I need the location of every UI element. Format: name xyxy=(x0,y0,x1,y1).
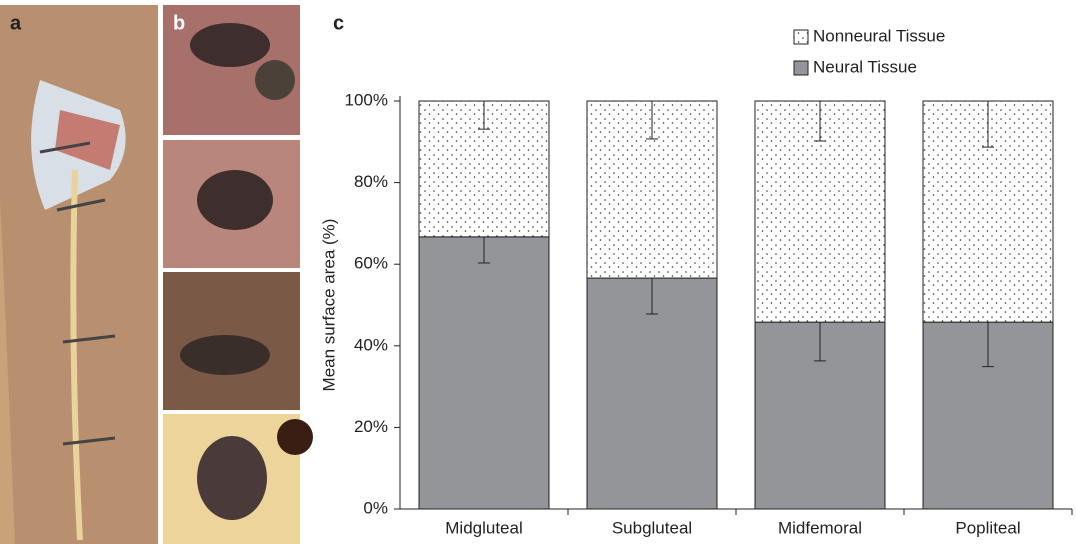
panel-b-image xyxy=(163,5,313,544)
panel-a-image xyxy=(0,5,158,544)
x-tick-label: Subgluteal xyxy=(612,518,692,537)
panel-label: a xyxy=(10,12,22,34)
panel-label: b xyxy=(173,12,185,34)
y-axis-label: Mean surface area (%) xyxy=(319,219,338,392)
legend-swatch xyxy=(794,61,808,75)
y-tick-label: 100% xyxy=(345,90,388,109)
y-tick-label: 60% xyxy=(354,254,388,273)
legend-label: Neural Tissue xyxy=(813,57,917,76)
y-tick-label: 20% xyxy=(354,417,388,436)
x-tick-label: Midgluteal xyxy=(445,518,523,537)
bar-segment xyxy=(419,237,549,509)
legend-label: Nonneural Tissue xyxy=(813,26,945,45)
y-tick-label: 80% xyxy=(354,172,388,191)
x-tick-label: Popliteal xyxy=(955,518,1020,537)
y-tick-label: 0% xyxy=(363,498,388,517)
x-tick-label: Midfemoral xyxy=(778,518,862,537)
figure: a b c Mean surface area (%) 0% 20% 40% 60% 8… xyxy=(0,0,1076,544)
panel-label: c xyxy=(333,12,344,34)
y-tick-label: 40% xyxy=(354,335,388,354)
legend-swatch xyxy=(794,30,808,44)
